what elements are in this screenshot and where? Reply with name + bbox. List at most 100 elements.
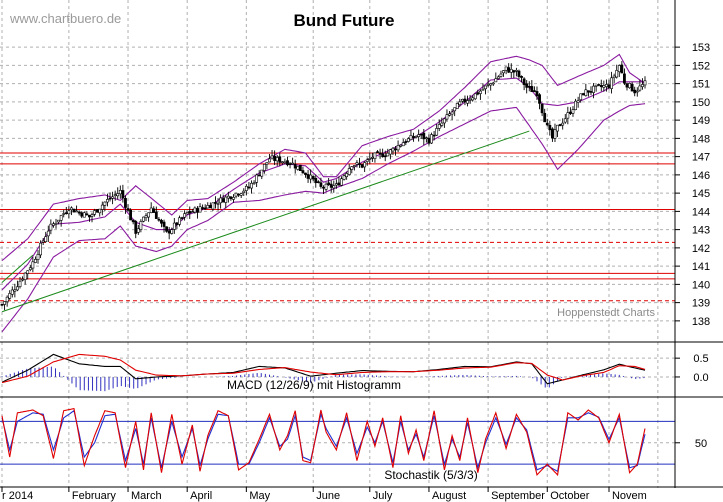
candle-body bbox=[610, 77, 613, 89]
candle-body bbox=[31, 261, 35, 269]
candle-body bbox=[293, 164, 297, 169]
candle-body bbox=[551, 128, 554, 139]
candle-body bbox=[363, 162, 367, 168]
y-tick-label: 151 bbox=[692, 79, 710, 91]
candle-body bbox=[620, 64, 624, 74]
candle-body bbox=[39, 242, 42, 256]
candle-body bbox=[509, 69, 513, 73]
candle-body bbox=[219, 197, 223, 204]
candle-body bbox=[635, 90, 639, 93]
candle-body bbox=[126, 208, 130, 211]
candle-body bbox=[111, 196, 114, 199]
candle-body bbox=[270, 155, 274, 159]
x-tick-label: r 2014 bbox=[2, 490, 33, 502]
trendlines bbox=[1, 130, 530, 313]
candle-body bbox=[491, 82, 495, 85]
candle-body bbox=[365, 159, 369, 162]
candle-body bbox=[391, 147, 395, 152]
candle-body bbox=[239, 193, 243, 196]
candle-body bbox=[59, 215, 63, 221]
candle-body bbox=[535, 91, 539, 97]
candle-body bbox=[358, 163, 361, 165]
candle-body bbox=[412, 136, 415, 138]
candle-body bbox=[311, 176, 315, 180]
candle-body bbox=[118, 190, 122, 195]
candle-body bbox=[558, 124, 562, 127]
chart-title: Bund Future bbox=[293, 11, 394, 30]
candle-body bbox=[70, 207, 73, 211]
candle-body bbox=[180, 217, 184, 219]
candle-body bbox=[46, 230, 50, 237]
candle-body bbox=[563, 118, 567, 123]
candle-body bbox=[67, 210, 71, 215]
candle-body bbox=[124, 198, 127, 208]
candle-body bbox=[296, 166, 300, 170]
candle-body bbox=[643, 80, 647, 86]
candle-body bbox=[409, 135, 413, 141]
candle-body bbox=[527, 86, 531, 88]
y-tick-label: 141 bbox=[692, 261, 710, 273]
candle-body bbox=[232, 197, 235, 200]
candle-body bbox=[167, 230, 171, 234]
candle-body bbox=[26, 270, 30, 274]
candle-body bbox=[319, 182, 323, 187]
candle-body bbox=[355, 162, 359, 165]
y-tick-label: 139 bbox=[692, 298, 710, 310]
candle-body bbox=[95, 209, 99, 213]
candle-body bbox=[592, 85, 595, 93]
candle-body bbox=[623, 73, 626, 84]
candle-body bbox=[404, 141, 408, 143]
candle-body bbox=[496, 76, 500, 79]
trendline bbox=[1, 130, 530, 313]
candle-body bbox=[556, 124, 559, 132]
candle-body bbox=[250, 182, 253, 189]
candle-body bbox=[630, 83, 634, 92]
candle-body bbox=[229, 196, 233, 200]
candle-body bbox=[121, 190, 125, 199]
candle-body bbox=[237, 193, 241, 196]
candle-body bbox=[316, 181, 320, 183]
y-tick-label: 149 bbox=[692, 115, 710, 127]
candle-body bbox=[352, 165, 356, 167]
candle-body bbox=[157, 218, 161, 221]
candle-body bbox=[152, 208, 156, 213]
candle-body bbox=[98, 208, 102, 214]
candle-body bbox=[154, 211, 158, 219]
candle-body bbox=[64, 212, 68, 214]
candle-body bbox=[617, 65, 621, 73]
trendline bbox=[1, 254, 34, 283]
candle-body bbox=[538, 94, 541, 104]
price-candles bbox=[0, 61, 647, 311]
candle-body bbox=[607, 84, 611, 89]
candle-body bbox=[62, 213, 66, 215]
candle-body bbox=[432, 134, 436, 137]
candle-body bbox=[324, 183, 328, 190]
candle-body bbox=[530, 86, 534, 93]
band-middle bbox=[1, 77, 645, 291]
candle-body bbox=[396, 145, 400, 151]
candle-body bbox=[641, 84, 644, 88]
candle-body bbox=[262, 164, 266, 171]
candle-body bbox=[394, 148, 397, 151]
x-tick-label: September bbox=[491, 490, 545, 502]
candle-body bbox=[605, 84, 608, 87]
candle-body bbox=[304, 172, 307, 175]
y-tick-label: 140 bbox=[692, 279, 710, 291]
candle-body bbox=[489, 83, 493, 86]
x-tick-label: July bbox=[373, 490, 393, 502]
candle-body bbox=[360, 164, 364, 168]
candle-body bbox=[473, 93, 477, 100]
candle-body bbox=[280, 161, 284, 164]
candle-body bbox=[16, 286, 19, 291]
candle-body bbox=[368, 158, 372, 160]
candle-body bbox=[376, 151, 379, 153]
candle-body bbox=[260, 169, 264, 177]
candle-body bbox=[445, 114, 449, 120]
stoch-tick-label: 50 bbox=[695, 438, 707, 450]
candle-body bbox=[255, 174, 259, 183]
y-tick-label: 144 bbox=[692, 206, 710, 218]
candle-body bbox=[417, 134, 421, 137]
candle-body bbox=[350, 166, 354, 170]
candle-body bbox=[337, 182, 341, 186]
